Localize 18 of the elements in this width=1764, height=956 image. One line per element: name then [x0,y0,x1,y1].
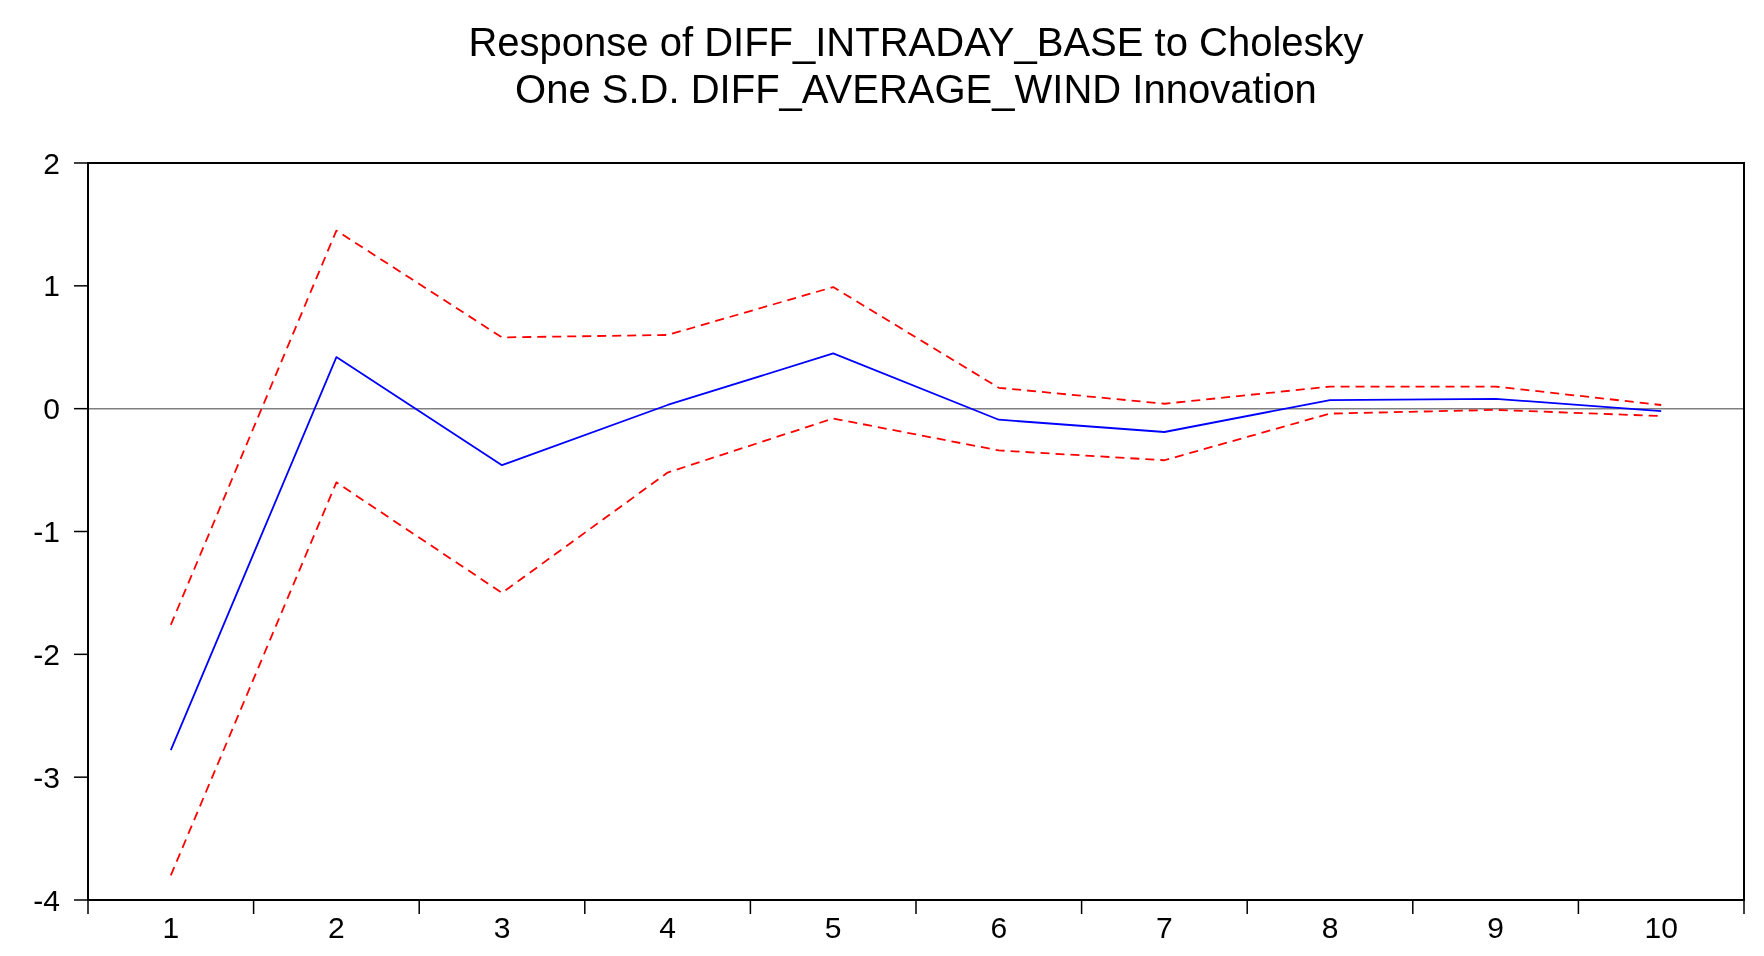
y-tick-label: -4 [33,883,60,917]
x-tick-label: 3 [493,911,511,944]
x-tick-label: 10 [1644,911,1678,944]
x-tick-label: 8 [1321,911,1339,944]
x-tick-label: 5 [824,911,842,944]
y-tick-label: 1 [43,269,60,303]
x-tick-label: 9 [1487,911,1504,944]
x-tick-label: 6 [990,911,1008,944]
x-tick-label: 7 [1156,911,1173,944]
x-tick-label: 1 [162,911,180,944]
y-tick-label: -1 [33,515,60,548]
y-tick-label: -3 [33,760,60,794]
x-tick-label: 4 [659,911,676,944]
y-tick-label: -2 [33,637,60,671]
chart-title: Response of DIFF_INTRADAY_BASE to Cholesky One S.D. DIFF_AVERAGE_WIND Innovation [468,20,1364,111]
y-tick-label: 0 [43,392,60,426]
y-tick-label: 2 [43,146,60,180]
x-tick-label: 2 [328,911,345,944]
